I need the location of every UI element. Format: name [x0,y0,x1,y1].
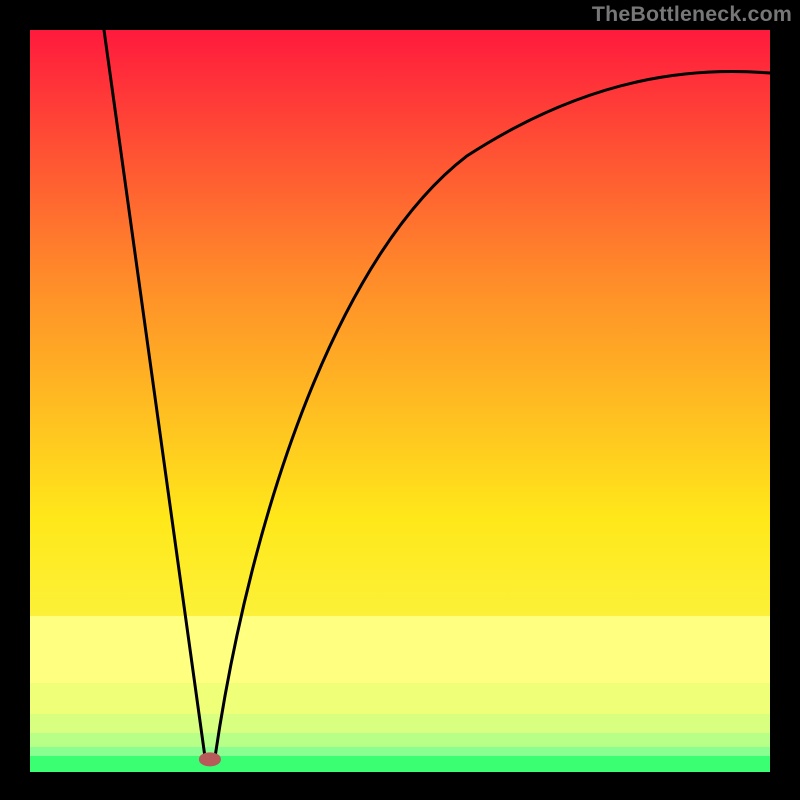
chart-plot-area [30,30,770,772]
curve-left-segment [104,30,205,757]
curve-right-segment [215,71,770,757]
attribution-text: TheBottleneck.com [592,2,792,27]
bottleneck-curve [30,30,770,772]
